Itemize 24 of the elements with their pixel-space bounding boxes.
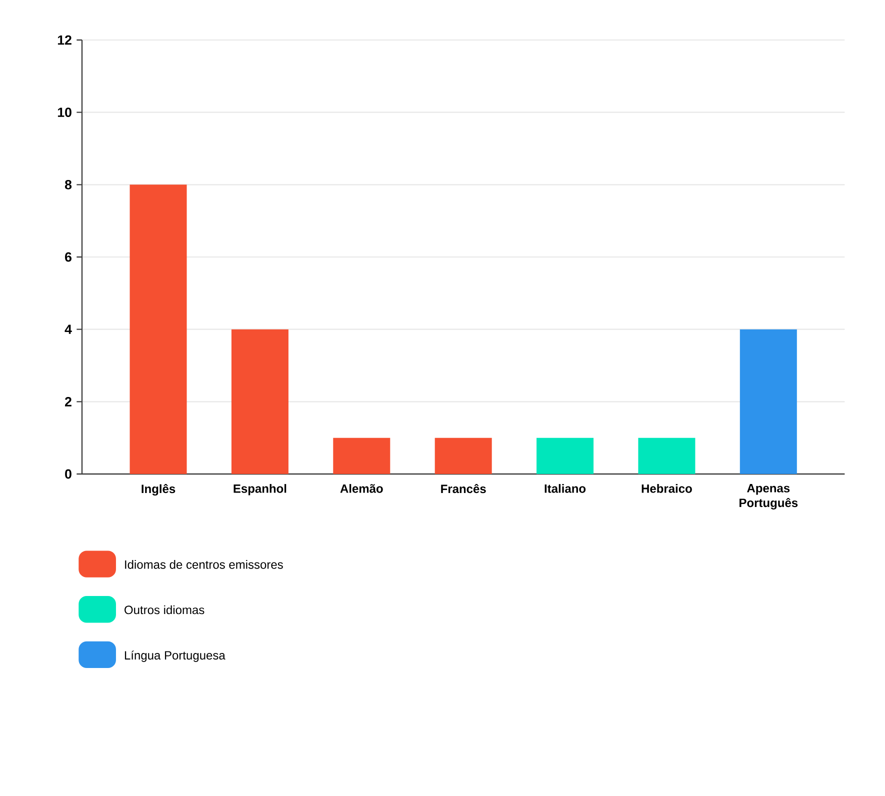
legend-label: Língua Portuguesa — [124, 650, 226, 662]
legend-label: Idiomas de centros emissores — [125, 560, 283, 569]
y-tick-label: 0 — [65, 469, 72, 479]
x-tick-label: Alemão — [340, 484, 383, 493]
legend-label: Outros idiomas — [124, 605, 204, 614]
x-tick-label: Inglês — [142, 484, 176, 496]
bar — [638, 438, 696, 474]
x-tick-label: Hebraico — [642, 484, 692, 493]
y-tick-label: 8 — [64, 180, 72, 190]
bar — [333, 438, 390, 474]
x-tick-label: Espanhol — [234, 484, 286, 496]
x-tick-label: Apenas Português — [740, 484, 798, 510]
bar — [231, 329, 288, 474]
bar — [434, 438, 492, 474]
x-tick-label: Francês — [441, 484, 486, 494]
x-tick-label: Italiano — [544, 484, 586, 493]
bar — [130, 184, 187, 474]
y-tick-label: 12 — [58, 35, 72, 45]
bar — [740, 329, 797, 474]
bar — [536, 438, 594, 474]
y-tick-label: 2 — [65, 397, 72, 406]
y-tick-label: 6 — [65, 252, 72, 262]
y-tick-label: 10 — [58, 108, 72, 118]
y-tick-label: 4 — [64, 324, 72, 334]
